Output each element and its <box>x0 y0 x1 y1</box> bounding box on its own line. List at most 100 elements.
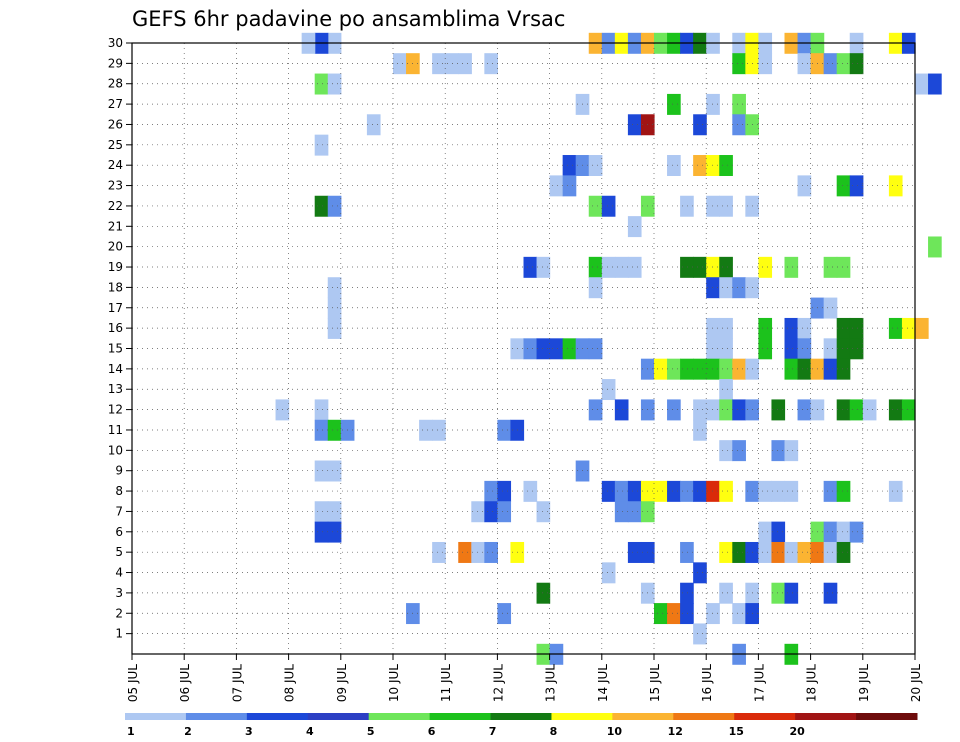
heatmap-cell <box>327 277 342 299</box>
heatmap-cell <box>497 501 512 523</box>
heatmap-cell <box>706 358 720 380</box>
heatmap-cell <box>588 277 603 299</box>
heatmap-cell <box>784 480 799 502</box>
y-tick-label: 20 <box>108 240 123 254</box>
y-tick-label: 30 <box>108 36 123 50</box>
heatmap-cell <box>432 419 446 441</box>
y-tick-label: 26 <box>108 117 123 131</box>
heatmap-cell <box>314 195 329 217</box>
heatmap-cell <box>888 480 903 502</box>
heatmap-cell <box>601 379 616 401</box>
heatmap-cell <box>719 379 733 401</box>
heatmap-cell <box>836 256 851 278</box>
heatmap-cell <box>732 277 746 299</box>
color-swatch <box>795 713 857 720</box>
heatmap-cell <box>314 419 329 441</box>
heatmap-cell <box>314 134 329 156</box>
heatmap-cell <box>458 541 472 563</box>
y-tick-label: 24 <box>108 158 123 172</box>
heatmap-cell <box>836 399 851 421</box>
heatmap-cell <box>758 256 773 278</box>
heatmap-cell <box>614 399 629 421</box>
heatmap-cell <box>836 175 851 197</box>
heatmap-cell <box>667 358 681 380</box>
heatmap-cell <box>771 440 786 462</box>
heatmap-cell <box>601 256 616 278</box>
heatmap-cell <box>797 338 812 360</box>
y-tick-label: 27 <box>108 97 123 111</box>
heatmap-cell <box>719 480 733 502</box>
y-tick-label: 23 <box>108 179 123 193</box>
y-tick-label: 11 <box>108 423 123 437</box>
heatmap-cell <box>327 501 342 523</box>
heatmap-cell <box>497 419 512 441</box>
heatmap-cell <box>719 256 733 278</box>
heatmap-cell <box>693 114 707 136</box>
heatmap-cell <box>562 338 577 360</box>
color-level-label: 12 <box>668 725 683 738</box>
heatmap-cell <box>314 501 329 523</box>
heatmap-cell <box>497 480 512 502</box>
heatmap-cell <box>823 53 838 75</box>
y-tick-label: 22 <box>108 199 123 213</box>
color-level-label: 2 <box>184 725 192 738</box>
heatmap-cell <box>771 582 786 604</box>
heatmap-cell <box>719 195 733 217</box>
y-tick-label: 16 <box>108 321 123 335</box>
heatmap-cell <box>627 541 642 563</box>
heatmap-cell <box>732 440 746 462</box>
heatmap-cell <box>836 53 851 75</box>
heatmap-cell <box>614 501 629 523</box>
heatmap-cell <box>849 399 864 421</box>
heatmap-cell <box>601 480 616 502</box>
heatmap-cell <box>706 277 720 299</box>
heatmap-cell <box>901 399 916 421</box>
heatmap-cell <box>797 541 812 563</box>
heatmap-cell <box>627 114 642 136</box>
heatmap-cell <box>627 501 642 523</box>
heatmap-cell <box>719 338 733 360</box>
heatmap-cell <box>784 541 799 563</box>
heatmap-cell <box>588 256 603 278</box>
heatmap-cell <box>784 440 799 462</box>
heatmap-cell <box>823 297 838 319</box>
color-legend: 1 2 3 4 5 6 7 8 10 12 15 20 <box>125 713 918 738</box>
y-tick-label: 29 <box>108 56 123 70</box>
heatmap-cell <box>732 93 746 115</box>
heatmap-cell <box>680 358 694 380</box>
heatmap-cell <box>901 317 916 339</box>
heatmap-cell <box>928 236 942 258</box>
heatmap-cell <box>614 256 629 278</box>
heatmap-cells <box>275 32 942 665</box>
color-swatch <box>307 713 370 720</box>
heatmap-cell <box>771 399 786 421</box>
heatmap-cell <box>693 562 707 584</box>
heatmap-cell <box>836 358 851 380</box>
heatmap-cell <box>719 399 733 421</box>
heatmap-cell <box>327 521 342 543</box>
y-tick-label: 9 <box>115 464 123 478</box>
heatmap-cell <box>797 53 812 75</box>
heatmap-cell <box>758 480 773 502</box>
y-tick-label: 18 <box>108 280 123 294</box>
heatmap-cell <box>797 317 812 339</box>
heatmap-cell <box>849 338 864 360</box>
x-tick-label: 15 JUL <box>648 664 662 702</box>
color-level-label: 10 <box>607 725 623 738</box>
heatmap-cell <box>536 256 551 278</box>
y-tick-label: 13 <box>108 382 123 396</box>
heatmap-cell <box>484 501 498 523</box>
heatmap-cell <box>797 399 812 421</box>
heatmap-cell <box>693 399 707 421</box>
x-tick-label: 06 JUL <box>178 664 192 702</box>
heatmap-cell <box>484 53 498 75</box>
heatmap-cell <box>549 175 564 197</box>
heatmap-cell <box>771 480 786 502</box>
chart-title: GEFS 6hr padavine po ansamblima Vrsac <box>132 7 565 31</box>
color-swatch <box>490 713 552 720</box>
heatmap-cell <box>888 399 903 421</box>
x-tick-label: 10 JUL <box>387 664 401 702</box>
heatmap-cell <box>849 53 864 75</box>
heatmap-cell <box>758 317 773 339</box>
heatmap-cell <box>732 358 746 380</box>
